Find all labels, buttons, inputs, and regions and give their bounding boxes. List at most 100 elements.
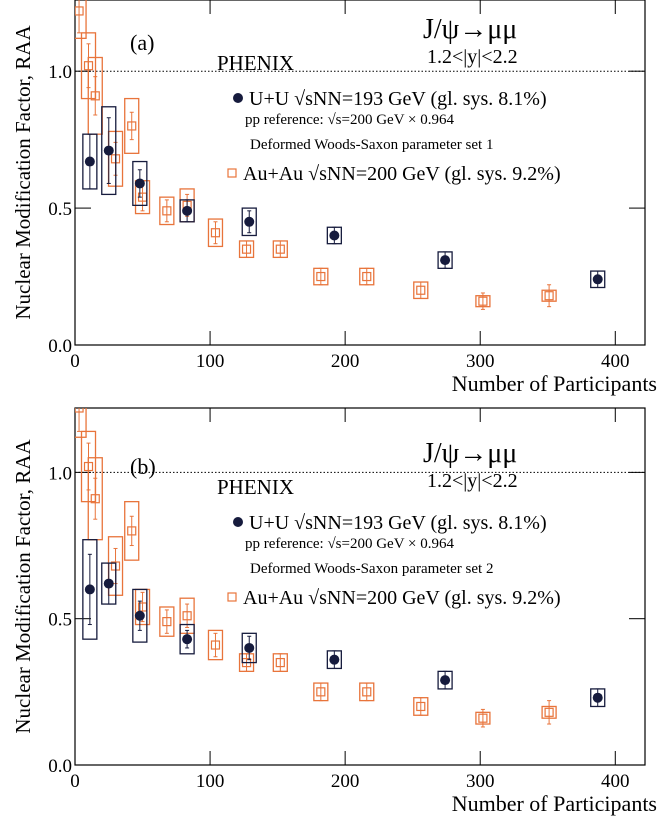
x-tick-label: 300 bbox=[466, 351, 495, 372]
series bbox=[75, 408, 557, 728]
sys-box bbox=[124, 500, 140, 561]
y-axis-label: Nuclear Modification Factor, RAA bbox=[11, 439, 35, 734]
annotation: pp reference: √s=200 GeV × 0.964 bbox=[245, 536, 454, 552]
point bbox=[316, 271, 326, 282]
panel-label: (a) bbox=[130, 30, 154, 55]
x-tick-label: 200 bbox=[331, 771, 360, 792]
legend-marker bbox=[233, 93, 243, 103]
plot-area bbox=[75, 0, 606, 310]
x-tick-label: 300 bbox=[466, 771, 495, 792]
point bbox=[162, 206, 172, 216]
point bbox=[244, 216, 255, 227]
point bbox=[182, 205, 193, 216]
sys-box bbox=[124, 97, 140, 154]
point bbox=[329, 654, 340, 665]
point bbox=[162, 617, 172, 627]
point bbox=[478, 296, 488, 306]
y-tick-label: 1.0 bbox=[48, 463, 72, 484]
point bbox=[362, 687, 372, 697]
experiment-label: PHENIX bbox=[217, 51, 294, 75]
point bbox=[544, 291, 554, 301]
x-tick-label: 0 bbox=[70, 771, 80, 792]
point bbox=[544, 707, 554, 717]
point bbox=[440, 675, 451, 686]
point bbox=[210, 640, 221, 650]
x-tick-label: 100 bbox=[196, 771, 225, 792]
chart-title: J/ψ→μμ bbox=[423, 438, 517, 469]
sys-box bbox=[159, 196, 175, 226]
point bbox=[127, 526, 137, 536]
point bbox=[182, 634, 193, 645]
point bbox=[416, 285, 426, 295]
y-axis-label: Nuclear Modification Factor, RAA bbox=[11, 25, 35, 320]
chart-subtitle: 1.2<|y|<2.2 bbox=[427, 46, 518, 68]
point bbox=[275, 244, 285, 254]
x-tick-label: 100 bbox=[196, 351, 225, 372]
point bbox=[362, 271, 372, 282]
legend-marker bbox=[227, 168, 237, 178]
point bbox=[316, 687, 326, 697]
sys-box bbox=[101, 106, 117, 196]
point bbox=[592, 692, 603, 703]
plot-frame bbox=[74, 407, 646, 766]
y-tick-label: 0.0 bbox=[48, 756, 72, 777]
point bbox=[75, 6, 84, 16]
point bbox=[329, 230, 340, 241]
series bbox=[82, 106, 606, 289]
legend-marker bbox=[227, 592, 237, 602]
x-tick-label: 0 bbox=[70, 351, 80, 372]
panel-label: (b) bbox=[130, 454, 156, 479]
sys-box bbox=[75, 0, 87, 39]
series bbox=[82, 539, 606, 708]
point bbox=[84, 584, 95, 595]
sys-box bbox=[132, 588, 148, 643]
point bbox=[90, 91, 100, 101]
point bbox=[478, 713, 488, 723]
point bbox=[103, 145, 114, 156]
point bbox=[440, 255, 451, 266]
legend-label: Au+Au √sNN=200 GeV (gl. sys. 9.2%) bbox=[243, 163, 561, 185]
point bbox=[241, 244, 252, 254]
y-tick-label: 0.0 bbox=[48, 336, 72, 357]
point bbox=[75, 408, 84, 413]
sys-box bbox=[207, 218, 224, 248]
point bbox=[210, 228, 221, 238]
series bbox=[75, 0, 557, 310]
point bbox=[244, 642, 255, 653]
point bbox=[84, 156, 95, 167]
x-axis-label: Number of Participants bbox=[452, 371, 657, 396]
panel: 0 100 200 300 400 0.0 0.5 1.0 Number of Particip… bbox=[11, 407, 657, 816]
sys-box bbox=[207, 629, 224, 661]
legend-marker bbox=[233, 517, 243, 527]
chart-subtitle: 1.2<|y|<2.2 bbox=[427, 470, 518, 492]
x-axis-label: Number of Participants bbox=[452, 791, 657, 816]
sys-box bbox=[82, 539, 98, 640]
plot-area bbox=[75, 408, 606, 728]
legend-label: Au+Au √sNN=200 GeV (gl. sys. 9.2%) bbox=[243, 587, 561, 609]
point bbox=[134, 178, 145, 189]
point bbox=[134, 610, 145, 621]
point bbox=[182, 611, 192, 621]
legend-label: U+U √sNN=193 GeV (gl. sys. 8.1%) bbox=[249, 88, 547, 110]
point bbox=[592, 274, 603, 285]
point bbox=[90, 494, 100, 504]
point bbox=[127, 121, 137, 131]
sys-box bbox=[159, 606, 175, 637]
sys-box bbox=[179, 623, 195, 655]
annotation: Deformed Woods-Saxon parameter set 1 bbox=[250, 137, 493, 153]
sys-box bbox=[241, 632, 257, 664]
y-tick-label: 1.0 bbox=[48, 62, 72, 83]
sys-box bbox=[75, 408, 87, 438]
annotation: pp reference: √s=200 GeV × 0.964 bbox=[245, 112, 454, 128]
experiment-label: PHENIX bbox=[217, 475, 294, 499]
annotation: Deformed Woods-Saxon parameter set 2 bbox=[250, 561, 493, 577]
point bbox=[275, 657, 285, 668]
sys-box bbox=[241, 207, 257, 237]
chart-title: J/ψ→μμ bbox=[423, 14, 517, 45]
point bbox=[103, 578, 114, 589]
plot-frame bbox=[74, 0, 646, 346]
x-tick-label: 400 bbox=[601, 351, 630, 372]
point bbox=[416, 701, 426, 712]
